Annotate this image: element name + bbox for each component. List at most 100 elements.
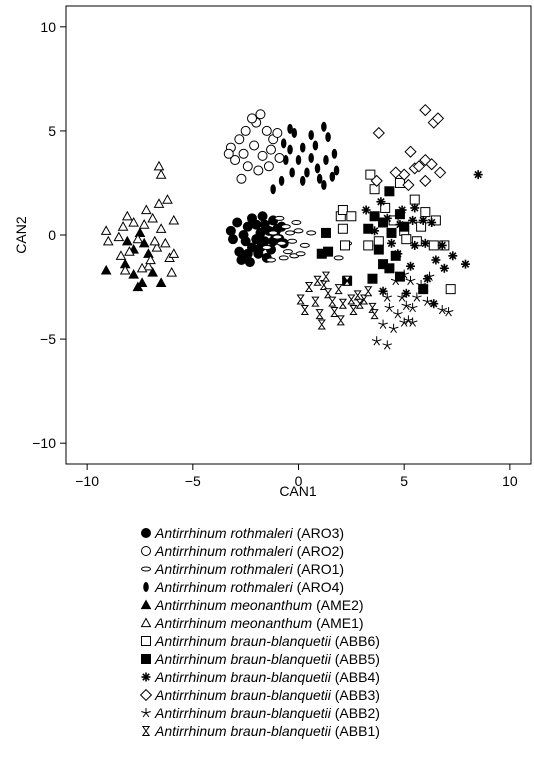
data-point [308,152,314,163]
square-open-icon [141,636,151,646]
data-point [406,261,416,271]
data-point [397,292,407,302]
data-point [330,307,339,318]
data-point [393,249,403,259]
legend-species: Antirrhinum meonanthum [155,597,313,613]
data-point [337,205,348,216]
data-point [134,227,146,238]
data-point [369,184,380,195]
legend-label: Antirrhinum rothmaleri (ARO4) [155,579,344,595]
data-point [278,255,289,261]
data-point [143,248,154,258]
data-point [132,233,144,244]
series-ame1 [100,160,180,277]
data-point [384,263,395,274]
data-point [136,277,148,287]
data-point [121,210,133,221]
x-tick-label: 10 [502,473,518,489]
data-point [259,219,270,230]
series-aro2 [223,109,285,184]
triangle-filled-icon [140,599,152,610]
data-point [155,277,167,287]
data-point [407,302,418,313]
data-point [291,127,298,138]
data-point [334,284,343,295]
data-point [370,309,379,320]
series-abb2 [371,269,454,350]
data-point [319,279,328,290]
data-point [100,225,112,235]
data-point [321,271,331,282]
data-point [420,238,430,248]
data-point [242,221,253,232]
star-open-icon [141,708,151,718]
legend-code: (ABB3) [330,687,380,703]
data-point [333,165,340,176]
data-point [331,148,338,159]
data-point [336,315,345,326]
data-point [151,241,163,252]
legend-code: (ABB5) [330,651,380,667]
data-point [419,153,432,167]
data-point [418,215,428,225]
data-points [100,103,483,350]
y-tick-label: 0 [48,227,56,243]
data-point [370,174,383,187]
legend-code: (AME2) [312,597,364,613]
y-tick-label: 10 [40,19,56,35]
data-point [428,240,439,251]
data-point [285,230,296,236]
data-point [401,234,412,245]
data-point [378,286,388,296]
data-point [390,275,401,286]
legend-code: (ABB2) [330,705,380,721]
legend-species: Antirrhinum rothmaleri [155,579,293,595]
data-point [280,224,291,230]
data-point [283,155,289,166]
data-point [410,203,420,213]
data-point [272,234,283,240]
data-point [397,205,407,215]
data-point [117,221,129,231]
x-tick-label: −10 [75,473,99,489]
data-point [323,288,333,299]
data-point [304,282,314,293]
data-point [168,248,180,258]
data-point [257,150,268,161]
data-point [282,249,293,255]
legend-code: (ABB4) [330,669,380,685]
data-point [255,109,266,120]
data-point [238,148,249,159]
data-point [340,240,350,251]
legend-code: (ARO1) [292,561,345,577]
data-point [153,160,165,171]
legend-label: Antirrhinum rothmaleri (ARO2) [155,543,344,559]
data-point [263,161,274,172]
data-point [121,235,133,246]
data-point [240,236,251,247]
data-point [234,246,245,257]
series-abb1 [296,271,379,330]
data-point [408,215,418,225]
data-point [236,173,247,184]
data-point [376,197,386,207]
data-point [261,125,272,136]
data-point [240,125,251,136]
data-point [389,166,402,179]
data-point [311,296,320,307]
data-point [437,304,448,315]
data-point [437,240,447,250]
data-point [370,226,380,236]
data-point [274,215,285,221]
data-point [373,236,384,247]
data-point [261,244,272,251]
data-point [299,242,310,248]
data-point [425,158,438,171]
data-point [343,275,352,286]
data-point [419,174,432,187]
circle-filled-icon [141,528,151,538]
data-point [230,155,241,166]
data-point [280,138,287,149]
data-point [338,298,347,309]
data-point [422,296,433,306]
